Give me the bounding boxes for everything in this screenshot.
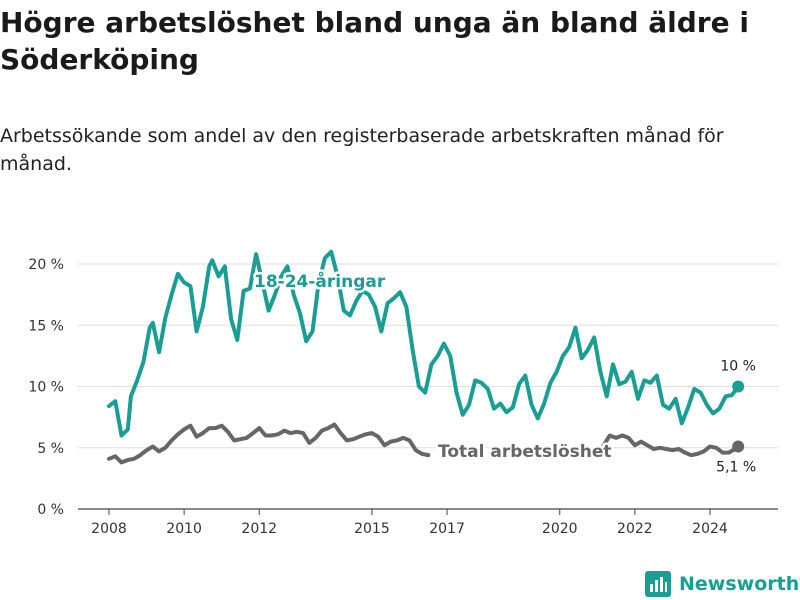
x-tick-label: 2010 [166,521,202,537]
newsworthy-brand: Newsworthy [645,569,800,599]
series-line [107,422,431,465]
x-tick-label: 2012 [241,521,277,537]
y-tick-label: 15 % [28,318,64,334]
x-tick-label: 2008 [91,521,127,537]
x-tick-label: 2022 [617,521,653,537]
series-end-dot [732,440,745,453]
chart-title: Högre arbetslöshet bland unga än bland ä… [0,6,749,76]
series-lines [107,249,741,465]
y-tick-label: 5 % [37,441,64,457]
x-tick-label: 2020 [542,521,578,537]
series-end-dot [732,380,745,393]
series-label-halo: 18-24-åringar [254,270,386,292]
series-end-label: 10 % [720,359,756,375]
chart-subtitle: Arbetssökande som andel av den registerb… [0,125,724,175]
x-axis: 2008 2010 2012 2015 2017 2020 2022 2024 [91,509,728,537]
newsworthy-logo-icon [645,571,671,597]
series-end-label: 5,1 % [716,460,756,476]
series-label-halo: Total arbetslöshet [438,442,612,462]
y-tick-label: 0 % [37,502,64,518]
series-line [107,249,741,438]
y-tick-label: 10 % [28,380,64,396]
brand-name: Newsworthy [679,573,800,595]
series-line [601,433,741,458]
x-tick-label: 2015 [354,521,390,537]
y-tick-label: 20 % [28,257,64,273]
x-tick-label: 2017 [429,521,465,537]
series-label: Total arbetslöshet [438,442,612,462]
x-tick-label: 2024 [692,521,728,537]
series-label: 18-24-åringar [254,270,386,292]
y-axis-ticks: 0 % 5 % 10 % 15 % 20 % [28,257,64,518]
series-labels: 10 %5,1 %18-24-åringar18-24-åringarTotal… [252,268,757,476]
